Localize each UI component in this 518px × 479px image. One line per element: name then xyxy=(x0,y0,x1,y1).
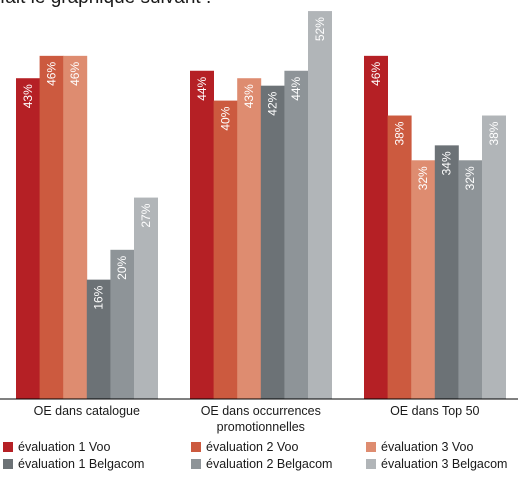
bar-series6-cat2 xyxy=(308,11,332,400)
legend-swatch xyxy=(366,459,376,469)
bar-series2-cat1 xyxy=(39,55,64,400)
bar-series6-cat1 xyxy=(134,197,158,399)
value-label: 16% xyxy=(92,285,106,309)
value-label: 38% xyxy=(487,121,501,145)
bar-series3-cat1 xyxy=(63,55,88,400)
value-label: 52% xyxy=(313,17,327,41)
bar-series5-cat1 xyxy=(110,249,135,399)
chart-heading: fait le graphique suivant : xyxy=(0,0,211,9)
bar-series1-cat1 xyxy=(16,78,40,399)
bars-layer: 43% 44% 46% 46% 40% 38% 46% 43% 32% 16% 42% 34% 20% 4… xyxy=(16,11,506,400)
bar-series6-cat3 xyxy=(482,115,506,400)
value-label: 46% xyxy=(44,62,58,86)
bar-series5-cat3 xyxy=(458,160,483,399)
bar-series2-cat3 xyxy=(387,115,412,400)
value-label: 40% xyxy=(218,106,232,130)
legend: évaluation 1 Voo évaluation 2 Voo évaluati… xyxy=(3,440,507,471)
bar-series4-cat2 xyxy=(260,85,285,400)
value-label: 38% xyxy=(392,121,406,145)
bar-series1-cat2 xyxy=(190,70,214,399)
value-label: 34% xyxy=(440,151,454,175)
legend-swatch xyxy=(3,442,13,452)
legend-label: évaluation 3 Belgacom xyxy=(381,457,507,471)
value-label: 44% xyxy=(289,76,303,100)
category-labels: OE dans catalogue OE dans occurrences prom… xyxy=(34,404,480,434)
category-label: OE dans occurrences xyxy=(201,404,321,418)
value-label: 44% xyxy=(195,76,209,100)
legend-swatch xyxy=(366,442,376,452)
bar-series4-cat1 xyxy=(86,279,111,399)
legend-swatch xyxy=(191,459,201,469)
category-label: OE dans catalogue xyxy=(34,404,140,418)
bar-series3-cat2 xyxy=(237,78,262,399)
category-label: promotionnelles xyxy=(217,420,305,434)
value-label: 20% xyxy=(115,255,129,279)
category-label: OE dans Top 50 xyxy=(390,404,479,418)
value-label: 42% xyxy=(266,91,280,115)
legend-label: évaluation 3 Voo xyxy=(381,440,473,454)
value-label: 32% xyxy=(416,166,430,190)
legend-label: évaluation 1 Belgacom xyxy=(18,457,144,471)
value-label: 46% xyxy=(369,62,383,86)
legend-label: évaluation 2 Voo xyxy=(206,440,298,454)
bar-series4-cat3 xyxy=(434,145,459,399)
legend-label: évaluation 2 Belgacom xyxy=(206,457,332,471)
bar-series3-cat3 xyxy=(411,160,436,399)
bar-series2-cat2 xyxy=(213,100,238,399)
legend-label: évaluation 1 Voo xyxy=(18,440,110,454)
value-label: 43% xyxy=(242,84,256,108)
legend-swatch xyxy=(3,459,13,469)
legend-swatch xyxy=(191,442,201,452)
bar-series1-cat3 xyxy=(364,55,388,400)
value-label: 27% xyxy=(139,203,153,227)
value-label: 32% xyxy=(463,166,477,190)
value-label: 46% xyxy=(68,62,82,86)
value-label: 43% xyxy=(21,84,35,108)
bar-series5-cat2 xyxy=(284,70,309,399)
